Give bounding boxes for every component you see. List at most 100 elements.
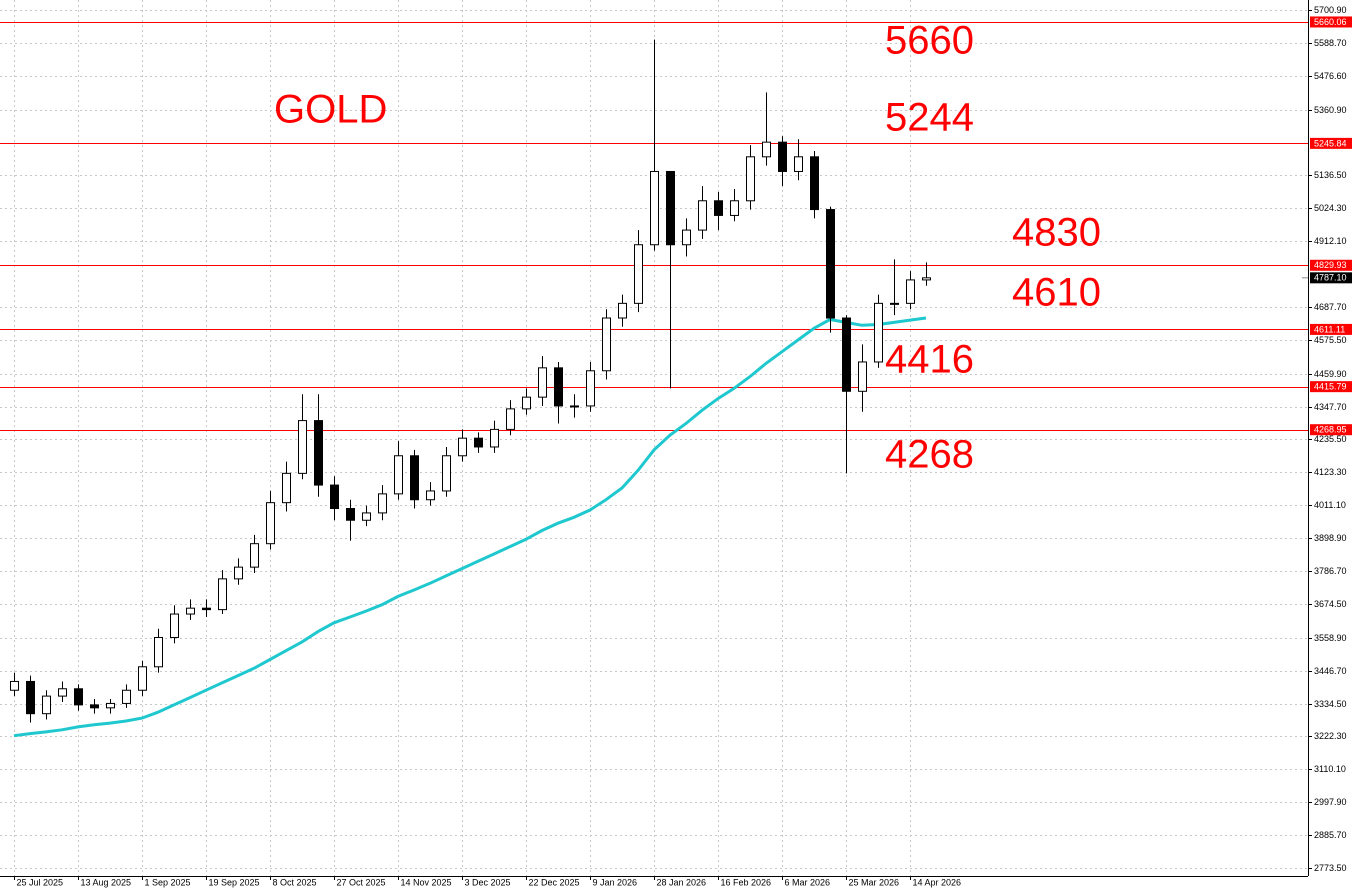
level-label-box (1310, 16, 1352, 28)
candle-body (698, 200, 707, 231)
y-tick-label: 4123.30 (1314, 467, 1347, 477)
level-label-box (1310, 137, 1352, 149)
candle-body (506, 408, 515, 430)
candle-body (426, 490, 435, 501)
candle-body (410, 455, 419, 501)
x-tick-label: 28 Jan 2026 (657, 877, 707, 887)
x-tick-label: 8 Oct 2025 (273, 877, 317, 887)
candle-body (794, 156, 803, 172)
y-tick-label: 4687.70 (1314, 302, 1347, 312)
candle-body (186, 607, 195, 615)
x-tick-label: 6 Mar 2026 (785, 877, 831, 887)
candle-body (10, 680, 19, 691)
y-tick-label: 3110.10 (1314, 764, 1346, 774)
level-label: 4829.93 (1314, 260, 1347, 270)
candle-body (122, 689, 131, 704)
y-tick-label: 4459.90 (1314, 369, 1347, 379)
y-tick-label: 2885.70 (1314, 830, 1347, 840)
y-tick-label: 4347.70 (1314, 402, 1347, 412)
level-label-box (1310, 259, 1352, 271)
candle-body (538, 367, 547, 398)
x-tick-label: 14 Nov 2025 (401, 877, 452, 887)
candle-body (330, 484, 339, 510)
candle-body (634, 244, 643, 304)
candle-body (250, 543, 259, 568)
x-tick-label: 25 Mar 2026 (849, 877, 900, 887)
candle-body (810, 156, 819, 211)
candle-body (26, 680, 35, 715)
level-label-box (1310, 424, 1352, 436)
candle-body (90, 704, 99, 709)
y-tick-label: 3446.70 (1314, 666, 1347, 676)
candle-body (298, 420, 307, 474)
level-label-box (1310, 323, 1352, 335)
candle-body (74, 688, 83, 706)
candle-body (874, 302, 883, 363)
y-tick-label: 4575.50 (1314, 335, 1347, 345)
candle-body (154, 636, 163, 668)
candle-body (474, 437, 483, 448)
candle-body (490, 428, 499, 448)
candle-body (890, 302, 899, 305)
x-tick-label: 25 Jul 2025 (17, 877, 64, 887)
x-tick-label: 27 Oct 2025 (337, 877, 386, 887)
moving-average-line (13, 316, 927, 738)
y-tick-label: 2773.50 (1314, 863, 1347, 873)
last-price-label: 4787.10 (1314, 273, 1347, 283)
candle-body (170, 613, 179, 638)
candle-body (682, 229, 691, 246)
level-label: 4415.79 (1314, 382, 1347, 392)
candle-body (778, 141, 787, 172)
candle-body (314, 420, 323, 486)
candle-body (458, 437, 467, 457)
candle-body (714, 200, 723, 216)
level-annotation: 4268 (885, 433, 974, 477)
y-tick-label: 5700.90 (1314, 5, 1347, 15)
level-annotation: 5244 (885, 96, 974, 140)
y-tick-label: 5360.90 (1314, 105, 1347, 115)
level-annotation: 4416 (885, 338, 974, 382)
y-tick-label: 3786.70 (1314, 566, 1347, 576)
candle-body (234, 566, 243, 580)
candle-body (826, 209, 835, 319)
y-tick-label: 5588.70 (1314, 38, 1347, 48)
y-tick-label: 3334.50 (1314, 699, 1347, 709)
candle-body (858, 361, 867, 392)
level-annotation: 4830 (1012, 211, 1101, 255)
level-label: 4268.95 (1314, 425, 1347, 435)
x-tick-label: 16 Feb 2026 (721, 877, 772, 887)
level-label: 5245.84 (1314, 138, 1347, 148)
candle-body (650, 170, 659, 246)
candle-body (762, 141, 771, 158)
y-tick-label: 2997.90 (1314, 797, 1347, 807)
candle-body (218, 578, 227, 611)
x-tick-label: 1 Sep 2025 (145, 877, 191, 887)
y-tick-label: 4011.10 (1314, 500, 1346, 510)
y-tick-label: 4912.10 (1314, 236, 1347, 246)
candle-body (554, 367, 563, 407)
level-annotation: 4610 (1012, 271, 1101, 315)
candle-body (282, 472, 291, 504)
last-price-box (1310, 272, 1352, 284)
candle-body (746, 156, 755, 202)
candle-body (522, 396, 531, 410)
candle-body (378, 493, 387, 514)
candle-body (842, 317, 851, 392)
candle-body (586, 370, 595, 407)
candle-body (138, 666, 147, 691)
y-tick-label: 3558.90 (1314, 633, 1347, 643)
candle-body (58, 688, 67, 697)
candle-body (394, 455, 403, 495)
candle-body (730, 200, 739, 216)
candle-body (346, 508, 355, 521)
y-tick-label: 5024.30 (1314, 203, 1347, 213)
level-label: 4611.11 (1314, 324, 1345, 334)
level-label: 5660.06 (1314, 17, 1347, 27)
candle-body (570, 405, 579, 408)
y-tick-label: 5136.50 (1314, 170, 1347, 180)
x-tick-label: 19 Sep 2025 (209, 877, 260, 887)
candle-body (362, 512, 371, 521)
y-tick-label: 4235.50 (1314, 434, 1347, 444)
